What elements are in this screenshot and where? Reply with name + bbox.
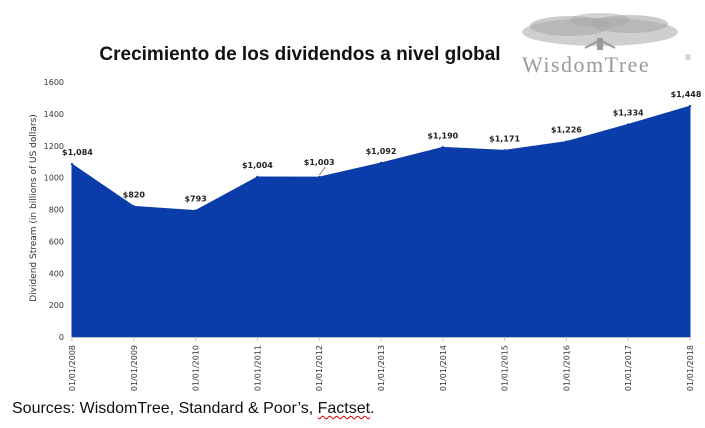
data-label: $1,190 (427, 131, 458, 140)
x-tick-label: 01/01/2018 (686, 345, 695, 391)
x-tick-label: 01/01/2012 (315, 345, 324, 391)
data-point (441, 146, 444, 149)
source-prefix: Sources: WisdomTree, Standard & Poor’s, (12, 400, 318, 417)
y-tick-label: 800 (49, 206, 64, 215)
x-axis-ticks: 01/01/2008 01/01/2009 01/01/2010 01/01/2011… (68, 337, 695, 391)
data-point (379, 161, 383, 165)
y-axis-label: Dividend Stream (in billions of US dolla… (29, 114, 39, 302)
data-label: $1,092 (366, 147, 397, 156)
x-tick-label: 01/01/2008 (68, 345, 77, 391)
data-point (565, 140, 568, 143)
source-end: . (370, 400, 375, 417)
y-axis-ticks: 0 200 400 600 800 1000 1200 1400 1600 (44, 78, 64, 342)
data-point (627, 123, 630, 126)
y-tick-label: 1600 (44, 78, 64, 87)
area-series (71, 105, 691, 338)
x-tick-label: 01/01/2017 (624, 345, 633, 391)
data-point (256, 175, 259, 179)
data-label: $820 (123, 190, 146, 199)
data-labels: $1,084 $820 $793 $1,004 $1,003 $1,092 $1,190 $1… (62, 90, 702, 203)
x-tick-label: 01/01/2015 (501, 345, 510, 391)
wisdomtree-logo: WisdomTree ® (522, 13, 692, 77)
data-point (318, 175, 321, 179)
x-tick-label: 01/01/2010 (192, 345, 201, 391)
data-point (132, 205, 135, 208)
chart-title: Crecimiento de los dividendos a nivel gl… (99, 44, 500, 65)
source-factset: Factset (317, 400, 371, 417)
data-point (194, 209, 197, 212)
y-tick-label: 600 (49, 237, 64, 246)
registered-mark: ® (684, 53, 692, 62)
y-tick-label: 1400 (44, 110, 64, 119)
y-tick-label: 0 (59, 333, 64, 342)
logo-text: WisdomTree (522, 52, 650, 77)
source-note: Sources: WisdomTree, Standard & Poor’s, … (12, 400, 375, 418)
tree-icon (522, 13, 678, 50)
x-tick-label: 01/01/2011 (253, 345, 262, 391)
area-layer (71, 105, 691, 338)
data-point (70, 163, 74, 166)
data-points (70, 105, 692, 212)
x-tick-label: 01/01/2016 (562, 345, 571, 391)
data-label: $1,226 (551, 126, 582, 135)
data-label: $793 (184, 195, 206, 204)
data-label: $1,171 (489, 134, 520, 143)
x-tick-label: 01/01/2009 (130, 345, 139, 391)
x-tick-label: 01/01/2014 (439, 345, 448, 391)
y-tick-label: 400 (49, 269, 64, 278)
y-tick-label: 200 (49, 301, 64, 310)
data-label: $1,004 (242, 161, 273, 170)
y-tick-label: 1000 (44, 174, 64, 183)
x-tick-label: 01/01/2013 (377, 345, 386, 391)
data-label-leader (318, 166, 326, 176)
data-label: $1,084 (62, 148, 93, 157)
y-tick-label: 1200 (44, 142, 64, 151)
data-point (688, 105, 692, 108)
data-point (503, 149, 506, 152)
data-label: $1,448 (671, 90, 702, 99)
data-label: $1,003 (304, 158, 335, 167)
data-label: $1,334 (613, 108, 644, 117)
